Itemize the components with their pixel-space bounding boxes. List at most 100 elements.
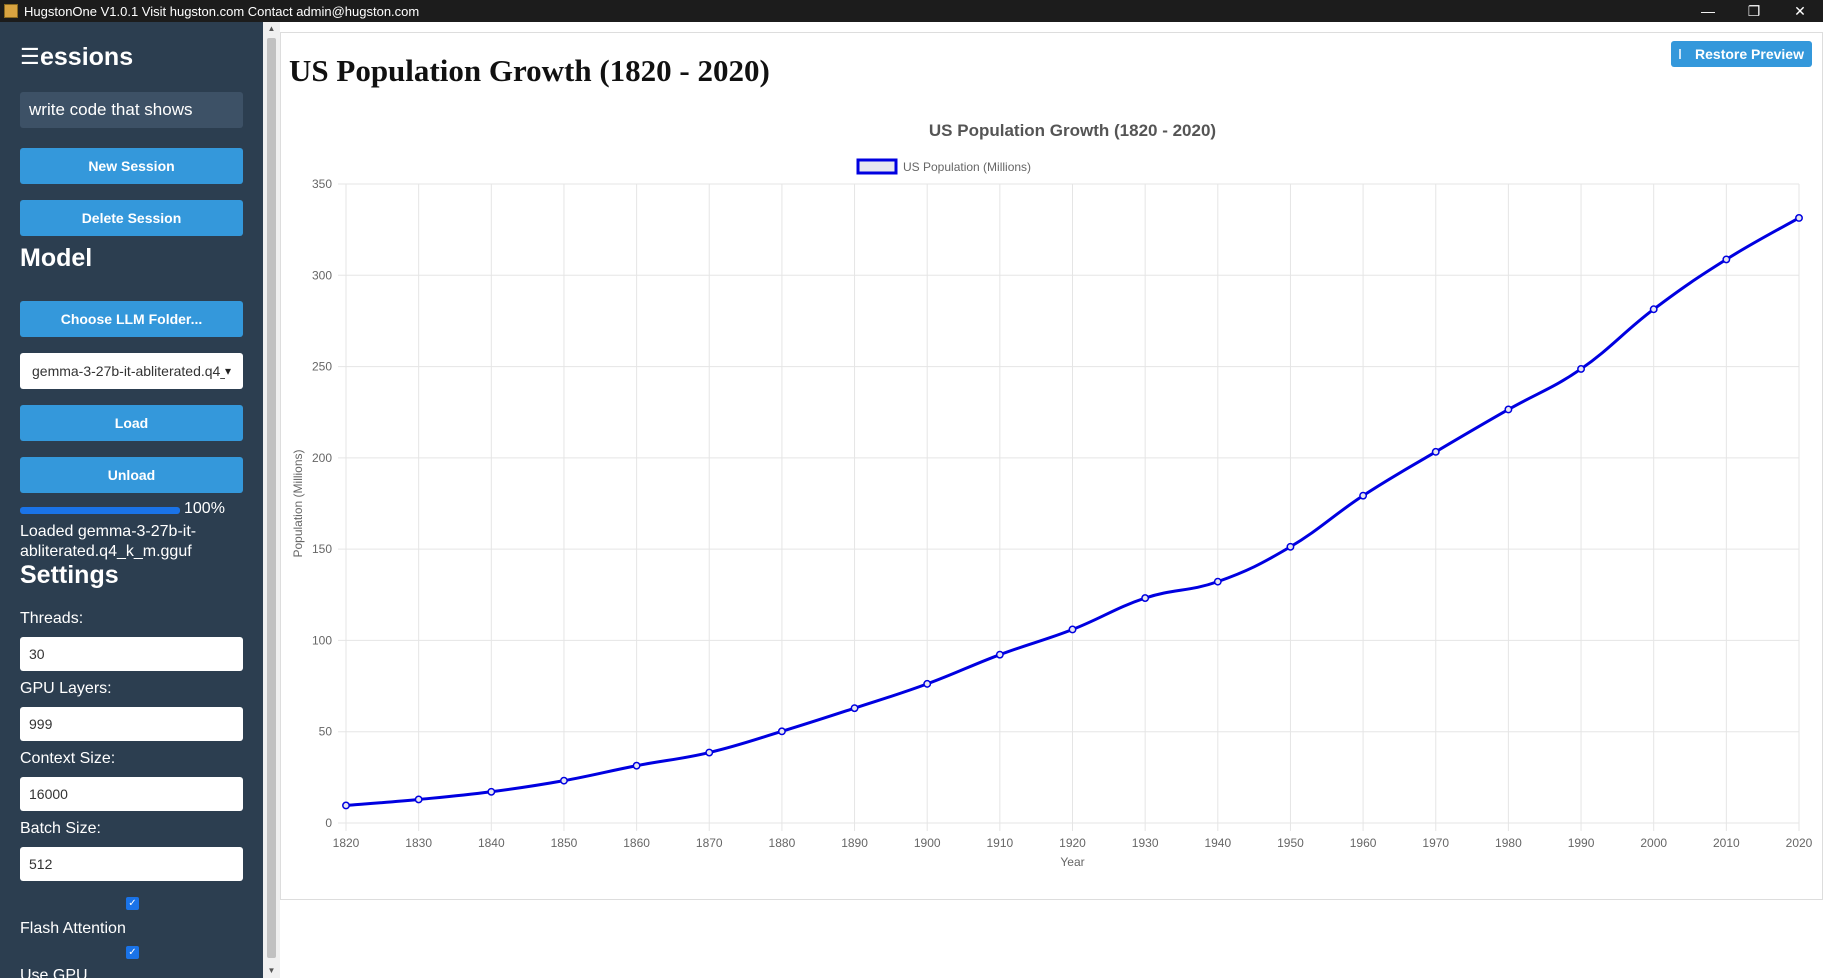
gpu-layers-label: GPU Layers: (20, 680, 112, 697)
x-tick-label: 1840 (478, 836, 505, 850)
y-tick-label: 200 (312, 451, 332, 465)
data-point (705, 748, 714, 757)
minimize-button[interactable]: — (1701, 3, 1715, 19)
model-select[interactable]: gemma-3-27b-it-abliterated.q4_k_m.gguf ▾ (20, 353, 243, 389)
y-tick-label: 50 (319, 725, 333, 739)
data-point (487, 787, 496, 796)
load-progress-fill (20, 507, 180, 514)
gpu-layers-field[interactable]: 999 (20, 707, 243, 741)
data-point (850, 704, 859, 713)
scroll-down-icon[interactable]: ▼ (267, 966, 276, 975)
use-gpu-label: Use GPU (20, 967, 88, 978)
series-line (345, 216, 1800, 807)
sidebar-scrollbar[interactable]: ▲ ▼ (263, 22, 280, 978)
x-tick-label: 1960 (1350, 836, 1377, 850)
load-progress-text: 100% (184, 500, 225, 517)
data-point (1141, 594, 1150, 603)
data-point (1359, 491, 1368, 500)
y-tick-label: 0 (325, 816, 332, 830)
delete-session-button[interactable]: Delete Session (20, 200, 243, 236)
session-input[interactable]: write code that shows (20, 92, 243, 128)
data-point (560, 776, 568, 785)
load-progress-bar (20, 507, 180, 514)
choose-llm-folder-button[interactable]: Choose LLM Folder... (20, 301, 243, 337)
x-tick-label: 1890 (841, 836, 868, 850)
restore-preview-label: Restore Preview (1695, 46, 1804, 62)
loaded-model-status: Loaded gemma-3-27b-it-abliterated.q4_k_m… (20, 523, 197, 560)
app-icon (4, 4, 18, 18)
data-point (777, 727, 786, 736)
threads-field[interactable]: 30 (20, 637, 243, 671)
x-tick-label: 2010 (1713, 836, 1740, 850)
scrollbar-thumb[interactable] (267, 38, 276, 958)
sidebar: ☰ essions write code that shows New Sess… (0, 22, 263, 978)
window-title: HugstonOne V1.0.1 Visit hugston.com Cont… (24, 3, 420, 19)
y-tick-label: 100 (312, 633, 332, 647)
restore-icon (1679, 49, 1682, 59)
context-size-field[interactable]: 16000 (20, 777, 243, 811)
data-point (923, 679, 932, 688)
window-titlebar: HugstonOne V1.0.1 Visit hugston.com Cont… (0, 0, 1823, 22)
data-point (995, 650, 1004, 659)
data-point (342, 801, 350, 810)
x-tick-label: 1940 (1204, 836, 1231, 850)
legend-swatch (856, 158, 898, 175)
menu-icon[interactable]: ☰ (20, 44, 40, 69)
x-tick-label: 1950 (1277, 836, 1304, 850)
x-tick-label: 1820 (333, 836, 360, 850)
use-gpu-checkbox[interactable]: ✓ (126, 946, 139, 959)
data-point (1213, 577, 1222, 586)
data-point (1068, 625, 1077, 634)
unload-button[interactable]: Unload (20, 457, 243, 493)
x-tick-label: 1970 (1422, 836, 1449, 850)
x-tick-label: 1830 (405, 836, 432, 850)
data-point (1431, 447, 1440, 456)
x-tick-label: 1850 (551, 836, 578, 850)
scroll-up-icon[interactable]: ▲ (267, 24, 276, 33)
preview-panel: US Population Growth (1820 - 2020) Resto… (280, 32, 1823, 900)
page-title: US Population Growth (1820 - 2020) (289, 53, 770, 88)
x-tick-label: 1870 (696, 836, 723, 850)
x-tick-label: 1860 (623, 836, 650, 850)
data-point (1577, 364, 1586, 373)
x-tick-label: 1880 (769, 836, 796, 850)
population-chart: US Population Growth (1820 - 2020) US Pop… (291, 121, 1813, 869)
chevron-down-icon: ▾ (225, 364, 232, 378)
x-tick-label: 1910 (986, 836, 1013, 850)
restore-preview-button[interactable]: Restore Preview (1671, 41, 1812, 67)
chart-title: US Population Growth (1820 - 2020) (929, 121, 1216, 140)
load-button[interactable]: Load (20, 405, 243, 441)
x-axis-title: Year (1060, 855, 1084, 869)
data-point (1649, 305, 1658, 314)
y-tick-label: 150 (312, 542, 332, 556)
model-select-value: gemma-3-27b-it-abliterated.q4_k_m.gguf (32, 363, 225, 379)
flash-attention-checkbox[interactable]: ✓ (126, 897, 139, 910)
batch-size-field[interactable]: 512 (20, 847, 243, 881)
data-point (1504, 405, 1513, 414)
data-point (1286, 542, 1295, 551)
x-tick-label: 1930 (1132, 836, 1159, 850)
y-tick-label: 350 (312, 177, 332, 191)
data-point (1795, 214, 1803, 222)
y-axis-title: Population (Millions) (291, 449, 305, 557)
x-tick-label: 1990 (1568, 836, 1595, 850)
close-button[interactable]: ✕ (1794, 2, 1806, 19)
context-size-label: Context Size: (20, 750, 116, 767)
threads-label: Threads: (20, 610, 84, 627)
x-tick-label: 1980 (1495, 836, 1522, 850)
legend-label: US Population (Millions) (903, 160, 1031, 174)
model-heading: Model (20, 244, 93, 272)
maximize-button[interactable]: ❐ (1747, 2, 1761, 19)
x-tick-label: 2020 (1786, 836, 1813, 850)
x-tick-label: 1920 (1059, 836, 1086, 850)
flash-attention-label: Flash Attention (20, 920, 126, 937)
data-point (414, 795, 423, 804)
x-tick-label: 1900 (914, 836, 941, 850)
batch-size-label: Batch Size: (20, 820, 101, 837)
settings-heading: Settings (20, 561, 119, 589)
new-session-button[interactable]: New Session (20, 148, 243, 184)
x-tick-label: 2000 (1640, 836, 1667, 850)
y-tick-label: 300 (312, 268, 332, 282)
sessions-heading: essions (40, 43, 134, 71)
y-tick-label: 250 (312, 360, 332, 374)
